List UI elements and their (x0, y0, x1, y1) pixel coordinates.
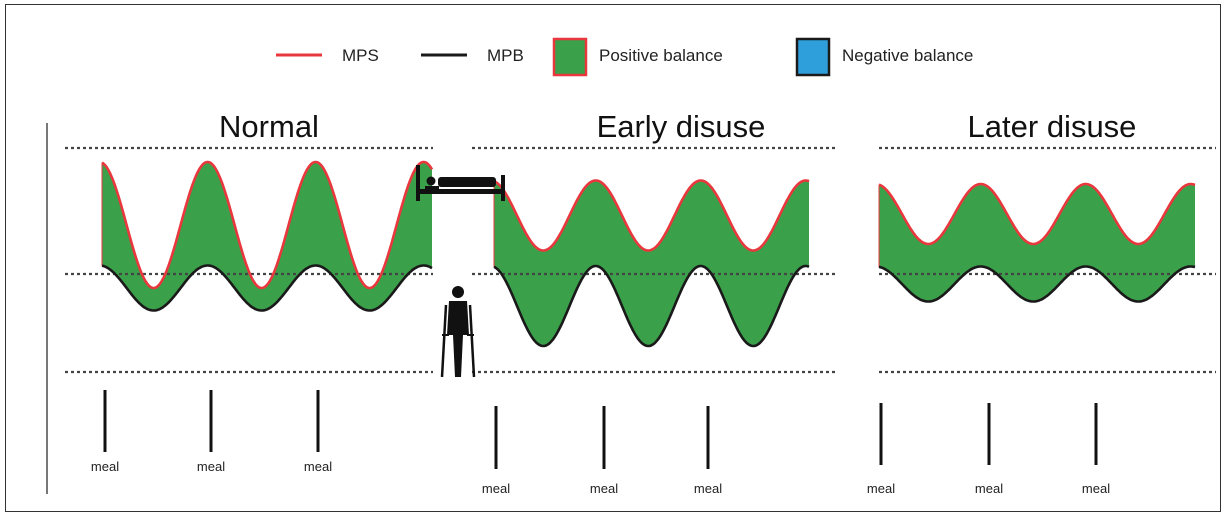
panel-early-disuse: meal meal meal (472, 146, 837, 496)
panel-later-disuse: meal meal meal (867, 146, 1216, 496)
meal-label: meal (867, 481, 895, 496)
mpb-line (101, 264, 433, 312)
legend-negative-swatch (795, 37, 831, 77)
legend-positive-label: Positive balance (599, 46, 723, 65)
legend-mpb-label: MPB (487, 46, 524, 65)
legend-negative-label: Negative balance (842, 46, 973, 65)
mps-line (493, 179, 810, 252)
meal-label: meal (1082, 481, 1110, 496)
meal-label: meal (975, 481, 1003, 496)
positive-balance-area (494, 180, 809, 346)
mpb-line (493, 264, 810, 348)
mps-line (101, 160, 434, 290)
positive-balance-area (879, 184, 1195, 302)
panel-title-normal: Normal (219, 109, 319, 144)
meal-label: meal (304, 459, 332, 474)
figure-frame: MPS MPB Positive balance Negative balanc… (5, 4, 1221, 512)
person-with-crutches-icon (440, 286, 476, 378)
meal-label: meal (197, 459, 225, 474)
muscle-protein-balance-diagram: MPS MPB Positive balance Negative balanc… (46, 37, 1216, 496)
panel-normal: meal meal meal (65, 146, 434, 474)
meal-label: meal (590, 481, 618, 496)
panel-title-early-disuse: Early disuse (597, 109, 766, 144)
legend-positive-swatch (552, 37, 588, 77)
legend-mps-label: MPS (342, 46, 379, 65)
bed-icon (416, 165, 505, 201)
meal-label: meal (91, 459, 119, 474)
meal-label: meal (694, 481, 722, 496)
panel-title-later-disuse: Later disuse (968, 109, 1137, 144)
mps-line (878, 182, 1196, 246)
mpb-line (878, 265, 1196, 303)
meal-label: meal (482, 481, 510, 496)
legend: MPS MPB Positive balance Negative balanc… (276, 37, 973, 77)
